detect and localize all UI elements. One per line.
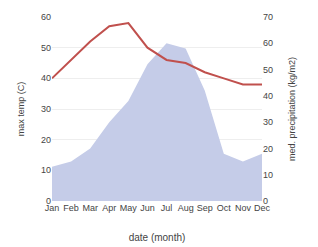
svg-text:Feb: Feb (63, 203, 79, 213)
svg-text:40: 40 (263, 91, 273, 101)
svg-text:0: 0 (263, 196, 268, 206)
svg-text:10: 10 (41, 165, 51, 175)
svg-text:Jan: Jan (45, 203, 60, 213)
svg-text:70: 70 (263, 12, 273, 22)
svg-text:30: 30 (263, 117, 273, 127)
svg-text:Dec: Dec (254, 203, 271, 213)
svg-text:30: 30 (41, 104, 51, 114)
svg-text:10: 10 (263, 170, 273, 180)
svg-text:60: 60 (263, 38, 273, 48)
svg-text:max temp (C): max temp (C) (16, 82, 26, 137)
svg-text:Aug: Aug (178, 203, 194, 213)
svg-text:Oct: Oct (217, 203, 232, 213)
svg-text:Jul: Jul (161, 203, 173, 213)
svg-text:Apr: Apr (102, 203, 116, 213)
svg-text:50: 50 (41, 43, 51, 53)
svg-text:Sep: Sep (197, 203, 213, 213)
svg-text:40: 40 (41, 73, 51, 83)
svg-text:50: 50 (263, 65, 273, 75)
svg-text:May: May (120, 203, 138, 213)
svg-text:Mar: Mar (82, 203, 98, 213)
svg-text:60: 60 (41, 12, 51, 22)
svg-text:med. precipitation (kg/m2): med. precipitation (kg/m2) (287, 57, 297, 161)
svg-text:20: 20 (41, 135, 51, 145)
svg-text:20: 20 (263, 144, 273, 154)
svg-text:Nov: Nov (235, 203, 252, 213)
svg-text:Jun: Jun (140, 203, 155, 213)
svg-text:date (month): date (month) (129, 232, 186, 243)
svg-text:0: 0 (46, 196, 51, 206)
